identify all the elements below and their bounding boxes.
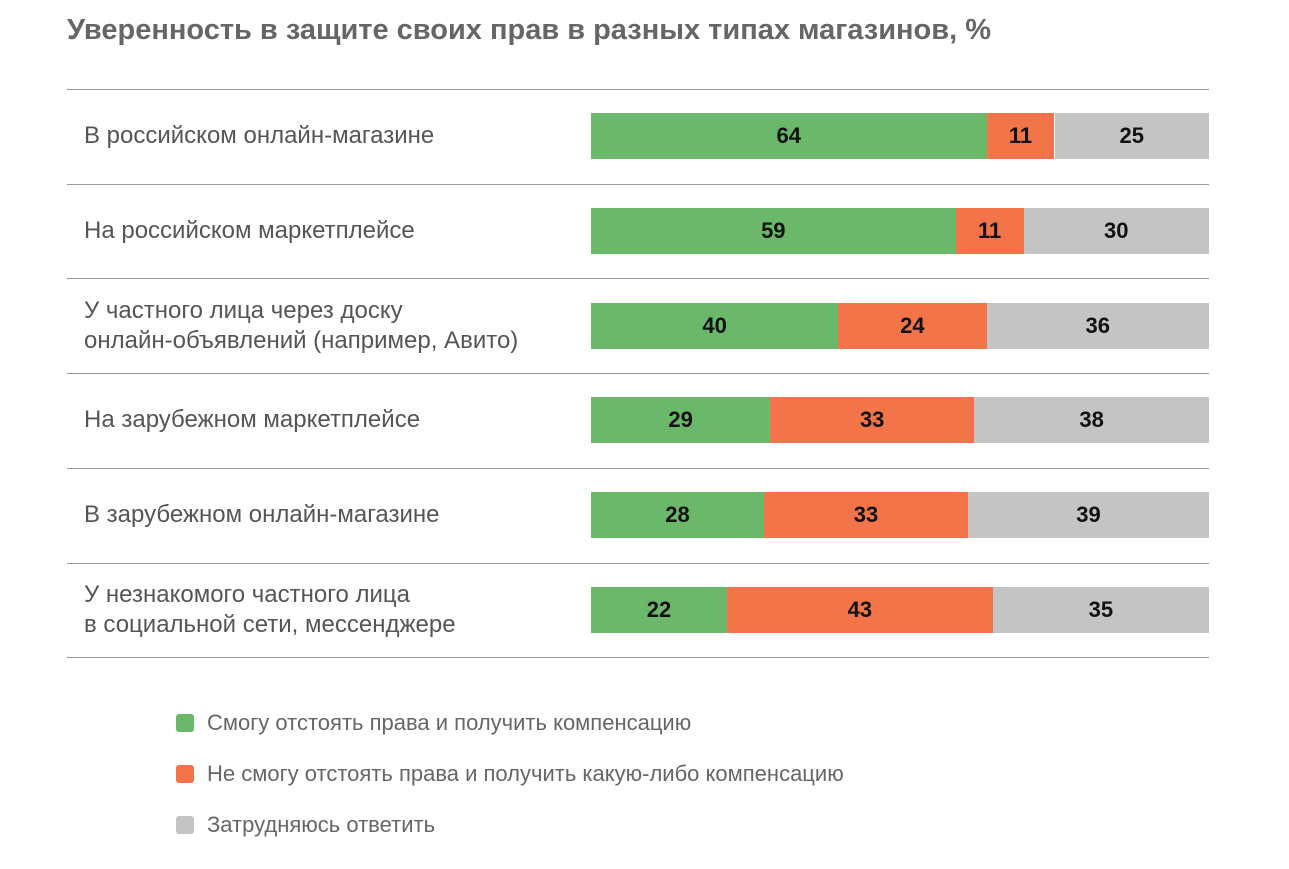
category-label: В зарубежном онлайн-магазине bbox=[84, 501, 440, 529]
value-label: 11 bbox=[977, 218, 1002, 244]
category-label: На российском маркетплейсе bbox=[84, 217, 415, 245]
bar-segment: 64 bbox=[591, 113, 987, 160]
legend-label: Смогу отстоять права и получить компенса… bbox=[207, 710, 692, 735]
bar-segment: 24 bbox=[838, 302, 987, 349]
bar-segment: 35 bbox=[992, 586, 1209, 633]
category-label: На зарубежном маркетплейсе bbox=[84, 406, 421, 434]
row-divider bbox=[67, 467, 1209, 469]
row-divider bbox=[67, 657, 1209, 659]
bar-segment: 29 bbox=[591, 397, 771, 444]
value-label: 36 bbox=[1085, 312, 1110, 338]
bar-segment: 33 bbox=[770, 397, 975, 444]
bar-segment: 28 bbox=[591, 492, 765, 539]
value-label: 11 bbox=[1008, 123, 1033, 149]
bar-segment: 22 bbox=[591, 586, 727, 633]
category-label: У незнакомого частного лица в социальной… bbox=[84, 580, 456, 638]
value-label: 35 bbox=[1088, 596, 1114, 622]
value-label: 25 bbox=[1119, 123, 1144, 149]
bar-segment: 59 bbox=[591, 208, 956, 255]
value-label: 30 bbox=[1104, 218, 1129, 244]
bar-segment: 38 bbox=[974, 397, 1209, 444]
value-label: 39 bbox=[1076, 502, 1101, 528]
legend-swatch bbox=[176, 816, 194, 834]
bar-segment: 39 bbox=[967, 492, 1209, 539]
bar-segment: 30 bbox=[1023, 208, 1209, 255]
value-label: 43 bbox=[847, 596, 873, 622]
value-label: 40 bbox=[702, 312, 727, 338]
bar-segment: 43 bbox=[726, 586, 993, 633]
row-divider bbox=[67, 562, 1209, 564]
bar-segment: 11 bbox=[986, 113, 1055, 160]
value-label: 24 bbox=[900, 312, 925, 338]
category-label: У частного лица через доску онлайн-объяв… bbox=[84, 296, 519, 354]
value-label: 33 bbox=[853, 502, 879, 528]
bar-segment: 33 bbox=[764, 492, 968, 539]
category-label: В российском онлайн-магазине bbox=[84, 122, 435, 150]
legend-swatch bbox=[176, 714, 194, 732]
row-divider bbox=[67, 373, 1209, 375]
value-label: 33 bbox=[859, 407, 885, 433]
bar-segment: 25 bbox=[1054, 113, 1209, 160]
value-label: 59 bbox=[761, 218, 786, 244]
chart-title: Уверенность в защите своих прав в разных… bbox=[67, 14, 991, 46]
bar-segment: 36 bbox=[986, 302, 1209, 349]
value-label: 22 bbox=[646, 596, 672, 622]
row-divider bbox=[67, 278, 1209, 280]
value-label: 28 bbox=[665, 502, 690, 528]
row-divider bbox=[67, 183, 1209, 185]
value-label: 64 bbox=[776, 123, 801, 149]
value-label: 29 bbox=[668, 407, 693, 433]
legend-swatch bbox=[176, 765, 194, 783]
legend-label: Не смогу отстоять права и получить какую… bbox=[207, 761, 844, 786]
legend-label: Затрудняюсь ответить bbox=[207, 812, 436, 837]
row-divider bbox=[67, 89, 1209, 90]
value-label: 38 bbox=[1079, 407, 1104, 433]
bar-segment: 40 bbox=[591, 302, 839, 349]
bar-segment: 11 bbox=[955, 208, 1024, 255]
